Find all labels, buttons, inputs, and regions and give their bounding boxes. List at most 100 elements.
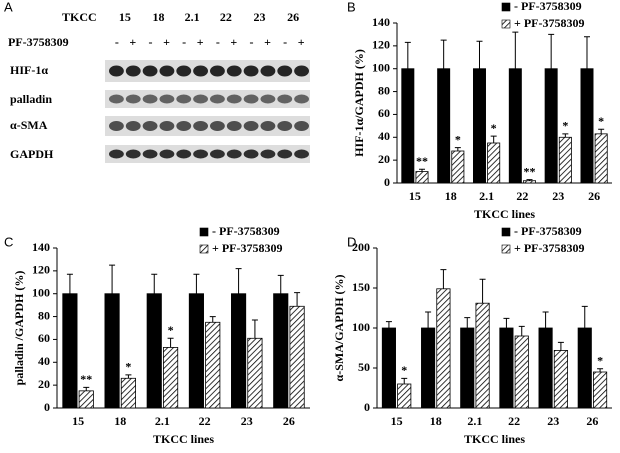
blot-band — [243, 65, 259, 77]
blot-row-label: palladin — [10, 92, 52, 106]
x-tick-label: 22 — [508, 414, 520, 428]
error-bar — [583, 36, 590, 69]
blot-lane: 26 — [287, 10, 299, 24]
blot-band — [193, 65, 208, 77]
bar — [273, 293, 289, 409]
bar — [508, 68, 522, 184]
x-tick-label: 15 — [409, 189, 421, 203]
blot-lane: 2.1 — [185, 10, 200, 24]
significance: * — [491, 121, 497, 135]
blot-band — [210, 149, 225, 159]
error-bar — [479, 278, 486, 304]
panel-label: A — [4, 0, 13, 14]
y-tick-label: 0 — [384, 175, 390, 189]
blot-band — [125, 65, 141, 77]
legend-swatch — [501, 244, 511, 254]
x-tick-label: 18 — [114, 414, 126, 428]
blot-band — [176, 121, 192, 131]
y-tick-label: 100 — [372, 60, 390, 74]
error-bar — [193, 273, 200, 294]
blot-band — [294, 149, 310, 159]
blot-sign: + — [298, 35, 305, 49]
blot-band — [142, 65, 158, 77]
error-bar — [598, 128, 605, 134]
blot-band — [176, 94, 192, 104]
panel-label: D — [347, 234, 356, 249]
bar — [415, 171, 429, 184]
y-tick-label: 100 — [32, 285, 50, 299]
blot-lane: 15 — [119, 10, 131, 24]
x-tick-label: 15 — [72, 414, 84, 428]
y-tick-label: 200 — [352, 240, 370, 254]
panel-label: B — [347, 0, 356, 14]
error-bar — [125, 374, 132, 379]
y-tick-label: 150 — [352, 280, 370, 294]
legend-label: - PF-3758309 — [514, 224, 582, 238]
bar — [460, 327, 475, 409]
x-tick-label: 26 — [588, 189, 600, 203]
blot-band — [226, 94, 242, 104]
bar — [163, 347, 179, 409]
x-tick-label: 15 — [391, 414, 403, 428]
significance: ** — [80, 372, 92, 386]
blot-band — [159, 65, 175, 77]
legend-label: - PF-3758309 — [212, 224, 280, 238]
significance: * — [125, 360, 131, 374]
y-tick-label: 140 — [372, 15, 390, 29]
error-bar — [251, 319, 258, 339]
bar — [205, 321, 221, 409]
y-tick-label: 80 — [378, 83, 390, 97]
blot-band — [260, 149, 276, 159]
blot-band — [159, 149, 175, 159]
error-bar — [581, 305, 588, 328]
error-bar — [66, 273, 73, 294]
y-tick-label: 60 — [378, 106, 390, 120]
y-tick-label: 20 — [378, 152, 390, 166]
bar — [188, 293, 204, 409]
significance: * — [597, 354, 603, 368]
blot-band — [193, 94, 208, 104]
bar — [104, 293, 120, 409]
error-bar — [440, 39, 447, 69]
significance: * — [401, 363, 407, 377]
blot-lane: 23 — [254, 10, 266, 24]
error-bar — [526, 179, 533, 181]
legend-label: + PF-3758309 — [514, 241, 585, 255]
x-axis-label: TKCC lines — [464, 432, 525, 446]
error-bar — [277, 274, 284, 294]
error-bar — [512, 31, 519, 69]
y-axis-label: HIF-1α/GAPDH (%) — [352, 49, 366, 157]
bar — [580, 68, 594, 184]
blot-band — [109, 94, 124, 104]
bar — [146, 293, 162, 409]
blot-band — [210, 94, 225, 104]
significance: * — [598, 114, 604, 128]
x-tick-label: 26 — [586, 414, 598, 428]
y-axis-label: α-SMA/GAPDH (%) — [332, 274, 346, 381]
error-bar — [548, 33, 555, 69]
legend-label: - PF-3758309 — [514, 0, 582, 13]
significance: * — [168, 323, 174, 337]
x-tick-label: 26 — [283, 414, 295, 428]
error-bar — [401, 377, 408, 384]
error-bar — [454, 147, 461, 151]
bar — [544, 68, 558, 184]
bar — [289, 305, 305, 409]
blot-band — [142, 149, 158, 159]
bar — [451, 150, 465, 184]
x-tick-label: 22 — [516, 189, 528, 203]
bar — [523, 180, 537, 184]
error-bar — [167, 337, 174, 348]
legend-swatch — [501, 19, 511, 29]
bar — [397, 383, 412, 409]
error-bar — [209, 316, 216, 323]
x-tick-label: 23 — [241, 414, 253, 428]
bar — [62, 293, 78, 409]
error-bar — [476, 40, 483, 69]
error-bar — [419, 168, 426, 172]
significance: * — [562, 119, 568, 133]
bar — [538, 327, 553, 409]
y-tick-label: 60 — [38, 331, 50, 345]
y-tick-label: 80 — [38, 308, 50, 322]
